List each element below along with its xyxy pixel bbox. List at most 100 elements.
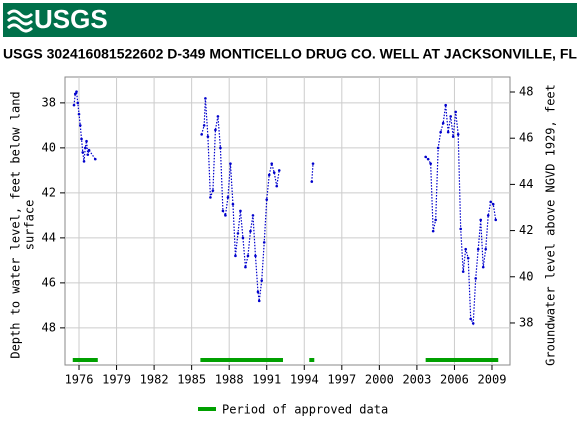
plot-frame bbox=[64, 76, 511, 366]
data-point bbox=[244, 265, 247, 269]
data-point bbox=[456, 133, 460, 136]
data-point bbox=[311, 162, 315, 165]
data-point bbox=[246, 254, 250, 258]
data-point bbox=[491, 202, 495, 206]
data-point bbox=[75, 90, 78, 93]
x-tick-label: 1979 bbox=[102, 373, 131, 387]
x-tick-label: 2000 bbox=[365, 373, 394, 387]
data-point bbox=[431, 229, 435, 233]
data-point bbox=[226, 196, 230, 199]
x-tick-label: 1982 bbox=[140, 373, 169, 387]
data-point bbox=[211, 189, 215, 192]
data-point bbox=[85, 139, 88, 143]
y-tick-label: 40 bbox=[42, 140, 56, 154]
x-tick-label: 1991 bbox=[252, 373, 281, 387]
data-point bbox=[224, 214, 227, 217]
data-point bbox=[236, 232, 240, 235]
data-point bbox=[221, 209, 225, 213]
data-point bbox=[277, 169, 281, 172]
x-tick-label: 1985 bbox=[177, 373, 206, 387]
header-band bbox=[3, 3, 577, 37]
x-tick-label: 2006 bbox=[440, 373, 469, 387]
data-point bbox=[275, 184, 279, 188]
data-point bbox=[216, 115, 220, 118]
data-point bbox=[267, 173, 271, 177]
data-point bbox=[466, 256, 470, 260]
data-point bbox=[72, 103, 76, 107]
x-tick-label: 1976 bbox=[65, 373, 94, 387]
data-point bbox=[461, 270, 465, 273]
data-point bbox=[486, 214, 490, 217]
data-point bbox=[219, 146, 222, 150]
data-point bbox=[80, 137, 83, 141]
data-point bbox=[214, 128, 217, 132]
data-point bbox=[234, 254, 237, 258]
data-point bbox=[83, 146, 87, 150]
y-tick-label: 38 bbox=[42, 95, 56, 109]
data-point bbox=[241, 236, 245, 240]
data-point bbox=[484, 247, 488, 251]
approved-period bbox=[309, 358, 315, 362]
data-point bbox=[256, 290, 260, 294]
data-point bbox=[231, 202, 235, 206]
data-point bbox=[229, 162, 232, 165]
data-point bbox=[87, 148, 91, 152]
data-point bbox=[93, 157, 97, 161]
data-point bbox=[272, 171, 276, 174]
x-tick-label: 2009 bbox=[478, 373, 507, 387]
y2-axis-label: Groundwater level above NGVD 1929, feet bbox=[544, 84, 558, 366]
data-point bbox=[471, 322, 475, 325]
y2-tick-label: 46 bbox=[519, 131, 533, 145]
data-point bbox=[200, 133, 203, 136]
y2-tick-label: 48 bbox=[519, 85, 533, 99]
data-point bbox=[434, 218, 437, 222]
legend-label: Period of approved data bbox=[222, 403, 388, 417]
data-point bbox=[270, 162, 274, 165]
data-point bbox=[202, 124, 206, 127]
data-point bbox=[444, 103, 447, 107]
logo: USGS bbox=[34, 4, 108, 34]
approved-period bbox=[425, 358, 499, 362]
data-point bbox=[459, 227, 462, 231]
y-axis-label: surface bbox=[23, 200, 37, 251]
data-point bbox=[262, 241, 266, 244]
data-point bbox=[489, 200, 493, 204]
data-point bbox=[451, 135, 455, 138]
data-point bbox=[206, 135, 210, 138]
data-point bbox=[424, 155, 427, 159]
y2-tick-label: 38 bbox=[519, 315, 533, 329]
data-point bbox=[251, 214, 255, 217]
data-point bbox=[446, 130, 450, 134]
data-point bbox=[310, 180, 314, 183]
approved-period bbox=[72, 358, 98, 362]
data-point bbox=[429, 162, 432, 165]
y-tick-label: 44 bbox=[42, 230, 56, 244]
data-point bbox=[454, 110, 457, 114]
data-point bbox=[77, 112, 81, 116]
data-point bbox=[209, 196, 212, 199]
x-tick-label: 1994 bbox=[290, 373, 319, 387]
data-point bbox=[257, 299, 261, 303]
data-point bbox=[249, 229, 252, 233]
data-point bbox=[73, 92, 77, 96]
approved-period bbox=[200, 358, 283, 362]
data-point bbox=[82, 160, 86, 163]
data-point bbox=[260, 279, 264, 282]
data-point bbox=[441, 121, 445, 125]
y2-tick-label: 40 bbox=[519, 269, 533, 283]
logo-waves bbox=[6, 9, 34, 33]
y-axis-label: Depth to water level, feet below land bbox=[9, 91, 23, 358]
data-point bbox=[426, 157, 430, 161]
x-tick-label: 1997 bbox=[327, 373, 356, 387]
data-point bbox=[81, 151, 85, 154]
data-point bbox=[494, 218, 498, 222]
y-tick-label: 42 bbox=[42, 185, 56, 199]
y-tick-label: 48 bbox=[42, 320, 56, 334]
chart-title: USGS 302416081522602 D-349 MONTICELLO DR… bbox=[3, 46, 577, 62]
y2-tick-label: 44 bbox=[519, 177, 533, 191]
data-point bbox=[265, 198, 269, 201]
data-point bbox=[464, 247, 468, 251]
data-point bbox=[469, 317, 473, 321]
x-tick-label: 1988 bbox=[215, 373, 244, 387]
